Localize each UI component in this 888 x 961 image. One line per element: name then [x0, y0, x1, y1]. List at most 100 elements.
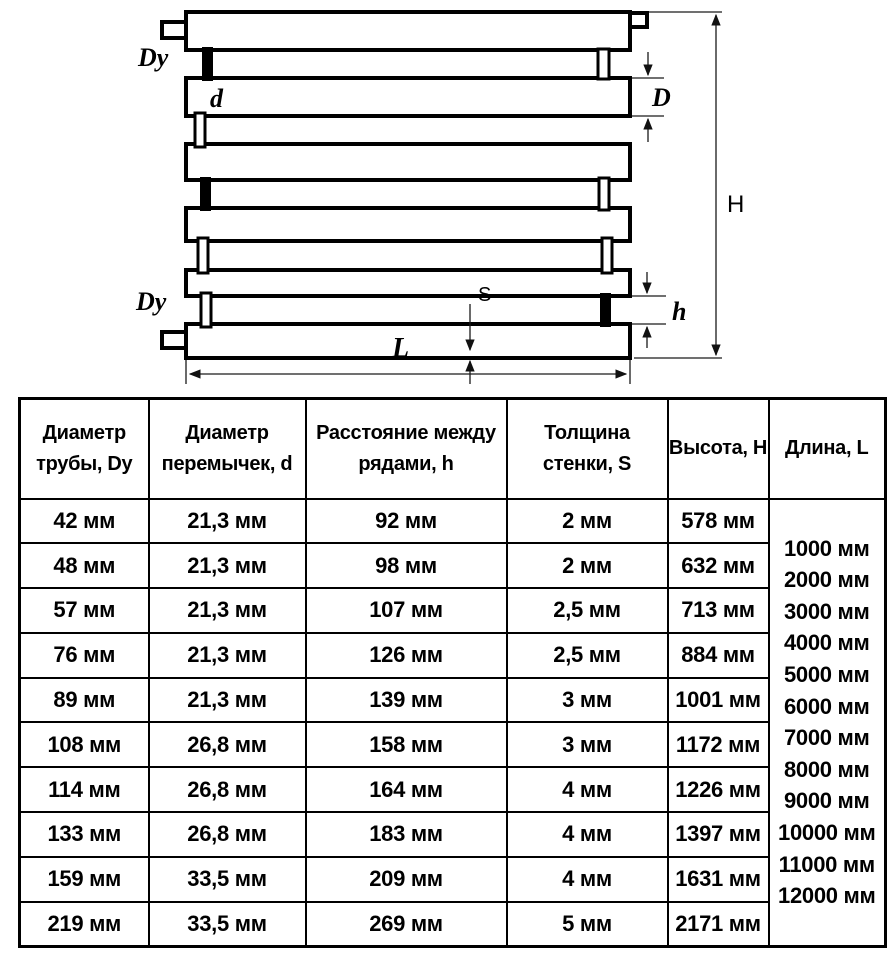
label-Dy-top: Dy: [137, 43, 169, 72]
column-header: Толщина стенки, S: [505, 397, 669, 500]
label-S: S: [478, 284, 491, 306]
table-cell: 26,8 мм: [147, 766, 307, 814]
table-cell: 5 мм: [505, 900, 669, 948]
table-cell: 108 мм: [18, 721, 150, 769]
length-value: 7000 мм: [783, 725, 870, 751]
table-row: 114 мм 26,8 мм 164 мм 4 мм 1226 мм: [18, 766, 886, 814]
length-value: 4000 мм: [783, 630, 870, 656]
length-value: 9000 мм: [783, 788, 870, 814]
label-D: D: [651, 83, 671, 112]
table-cell: 42 мм: [18, 497, 150, 545]
column-header: Длина, L: [767, 397, 887, 500]
label-d: d: [210, 84, 224, 113]
table-cell: 4 мм: [505, 766, 669, 814]
label-H: H: [727, 191, 744, 218]
table-row: 42 мм 21,3 мм 92 мм 2 мм 578 мм 1000 мм 2000 м…: [18, 497, 887, 948]
length-value: 2000 мм: [783, 567, 870, 593]
length-value: 12000 мм: [778, 883, 876, 909]
table-cell: 21,3 мм: [147, 542, 307, 590]
column-header: Диаметр трубы, Dy: [18, 397, 150, 500]
table-row: 159 мм 33,5 мм 209 мм 4 мм 1631 мм: [18, 855, 886, 903]
table-cell: 3 мм: [505, 721, 669, 769]
length-options-cell: 1000 мм 2000 мм 3000 мм 4000 мм 5000 мм 6000 …: [767, 497, 887, 948]
table-cell: 139 мм: [304, 676, 508, 724]
table-cell: 183 мм: [304, 811, 508, 858]
table-cell: 21,3 мм: [147, 676, 307, 724]
tube-row-4: [184, 206, 632, 243]
table-cell: 21,3 мм: [147, 497, 307, 545]
jumpers: [193, 47, 614, 329]
table-cell: 107 мм: [304, 587, 508, 634]
table-cell: 209 мм: [304, 855, 508, 903]
tube-stack: [184, 10, 632, 360]
table-cell: 114 мм: [18, 766, 150, 814]
table-cell: 33,5 мм: [147, 855, 307, 903]
table-cell: 1631 мм: [666, 855, 770, 903]
jumper-right-4: [600, 236, 614, 275]
fitting-top-right: [628, 11, 649, 29]
tube-row-1: [184, 10, 632, 52]
column-header: Диаметр перемычек, d: [147, 397, 307, 500]
spec-table-body: 42 мм 21,3 мм 92 мм 2 мм 578 мм 1000 мм 2000 м…: [18, 497, 887, 948]
spec-table-header: Диаметр трубы, Dy Диаметр перемычек, d Рас…: [18, 397, 887, 500]
table-cell: 126 мм: [304, 631, 508, 679]
table-cell: 4 мм: [505, 811, 669, 858]
table-cell: 133 мм: [18, 811, 150, 858]
table-cell: 2171 мм: [666, 900, 770, 948]
label-Dy-bottom: Dy: [135, 287, 167, 316]
dimension-S: S: [465, 284, 491, 384]
table-cell: 4 мм: [505, 855, 669, 903]
table-cell: 632 мм: [666, 542, 770, 590]
column-header: Расстояние между рядами, h: [304, 397, 508, 500]
table-cell: 26,8 мм: [147, 721, 307, 769]
table-cell: 3 мм: [505, 676, 669, 724]
jumper-left-4: [196, 236, 210, 275]
table-cell: 164 мм: [304, 766, 508, 814]
table-cell: 884 мм: [666, 631, 770, 679]
table-cell: 2 мм: [505, 542, 669, 590]
fitting-bottom-left: [160, 330, 188, 350]
dimension-D: D: [632, 52, 671, 142]
jumper-left-3: [200, 177, 211, 211]
table-cell: 219 мм: [18, 900, 150, 948]
fitting-top-left: [160, 20, 188, 40]
table-cell: 159 мм: [18, 855, 150, 903]
register-diagram: H D h S L: [135, 10, 744, 384]
length-value: 11000 мм: [778, 851, 876, 877]
tube-row-6: [184, 322, 632, 360]
table-cell: 89 мм: [18, 676, 150, 724]
table-cell: 1001 мм: [666, 676, 770, 724]
table-cell: 21,3 мм: [147, 587, 307, 634]
table-cell: 578 мм: [666, 497, 770, 545]
jumper-right-3: [597, 176, 611, 212]
table-cell: 1172 мм: [666, 721, 770, 769]
header-row: Диаметр трубы, Dy Диаметр перемычек, d Рас…: [18, 397, 887, 500]
length-value: 6000 мм: [783, 693, 870, 719]
label-h: h: [672, 297, 686, 326]
dimension-L: L: [185, 333, 631, 384]
table-cell: 158 мм: [304, 721, 508, 769]
table-cell: 21,3 мм: [147, 631, 307, 679]
table-cell: 98 мм: [304, 542, 508, 590]
table-row: 57 мм 21,3 мм 107 мм 2,5 мм 713 мм: [18, 587, 886, 634]
table-cell: 2,5 мм: [505, 631, 669, 679]
jumper-left-1: [202, 47, 213, 81]
table-cell: 48 мм: [18, 542, 150, 590]
table-row: 219 мм 33,5 мм 269 мм 5 мм 2171 мм: [18, 900, 886, 948]
jumper-right-5: [600, 293, 611, 327]
table-cell: 1397 мм: [666, 811, 770, 858]
table-cell: 269 мм: [304, 900, 508, 948]
length-value: 8000 мм: [783, 756, 870, 782]
table-cell: 92 мм: [304, 497, 508, 545]
length-value: 1000 мм: [783, 535, 870, 561]
tube-row-2: [184, 76, 632, 118]
spec-table: Диаметр трубы, Dy Диаметр перемычек, d Рас…: [18, 397, 887, 948]
column-header: Высота, H: [666, 397, 770, 500]
jumper-right-1: [596, 47, 611, 81]
table-cell: 76 мм: [18, 631, 150, 679]
jumper-left-5: [199, 291, 213, 329]
length-value: 3000 мм: [783, 598, 870, 624]
dimension-h: h: [632, 272, 686, 348]
length-value: 5000 мм: [783, 662, 870, 688]
